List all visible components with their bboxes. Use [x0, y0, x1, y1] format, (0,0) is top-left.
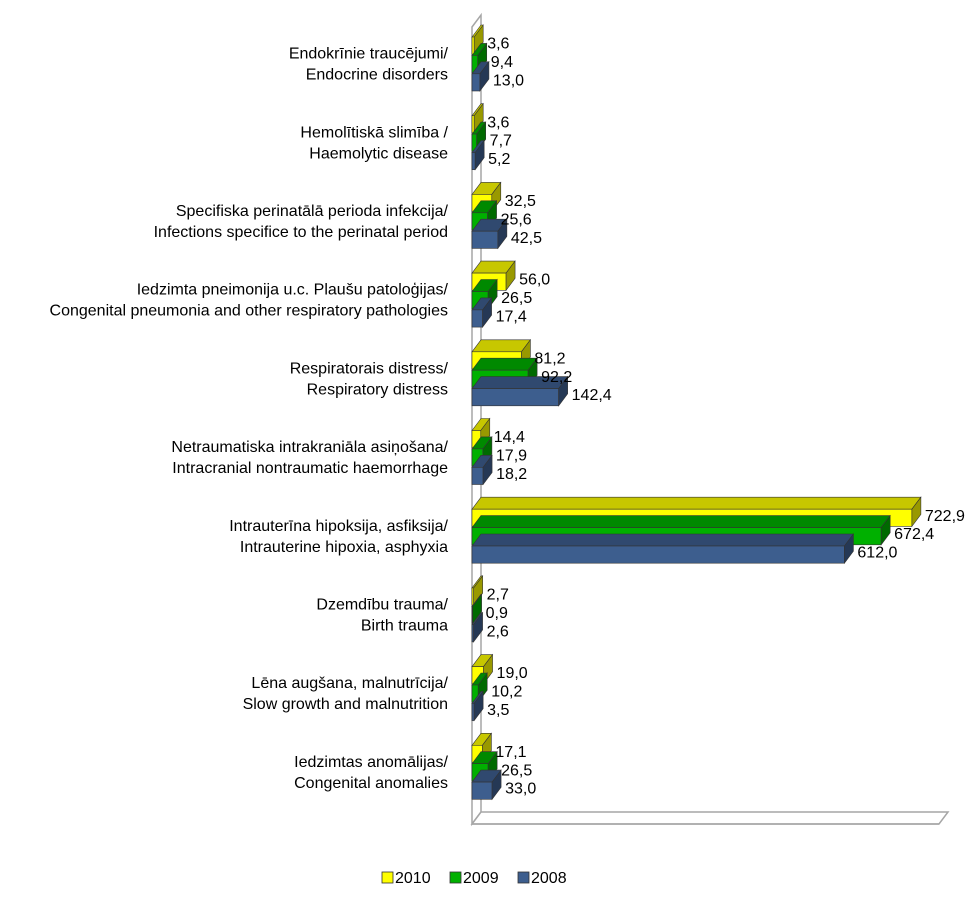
bar-end [473, 102, 484, 134]
chart-bars [471, 24, 922, 801]
bar [471, 230, 499, 249]
category-label: Iedzimta pneimonija u.c. Plaušu patoloģi… [50, 281, 449, 320]
bar-end [482, 454, 493, 486]
category-label: Specifiska perinatālā perioda infekcija/… [154, 203, 449, 241]
data-label: 56,0 [519, 272, 550, 289]
data-label: 32,5 [505, 193, 536, 210]
bar-top [471, 339, 532, 353]
data-label: 17,9 [496, 448, 527, 465]
legend: 2010 2009 2008 [381, 870, 567, 887]
bar-end [473, 24, 484, 56]
bar-end [473, 611, 483, 643]
bar [471, 36, 475, 55]
legend-item: 2008 [517, 870, 567, 887]
data-label: 2,6 [487, 623, 509, 640]
data-label: 10,2 [491, 684, 522, 701]
bar [471, 152, 476, 171]
data-label: 722,9 [925, 508, 965, 525]
bar [471, 545, 845, 564]
bar [471, 115, 475, 134]
legend-swatch [381, 871, 394, 884]
bar [471, 781, 493, 800]
bar-group [471, 260, 516, 329]
bar-group [471, 102, 487, 171]
data-label: 3,6 [487, 114, 509, 131]
bar [471, 466, 484, 485]
data-label: 142,4 [572, 387, 612, 404]
legend-item: 2010 [381, 870, 431, 887]
data-label: 3,5 [487, 702, 509, 719]
data-label: 81,2 [534, 350, 565, 367]
bar-group [471, 24, 490, 92]
bar-end [844, 533, 854, 565]
bar-end [482, 296, 492, 329]
data-label: 5,2 [488, 151, 510, 168]
data-label: 7,7 [490, 133, 512, 150]
legend-label: 2010 [395, 870, 431, 887]
bar-top [471, 357, 538, 371]
data-label: 25,6 [501, 211, 532, 228]
bar [471, 73, 481, 92]
category-label: Dzemdību trauma/Birth trauma [316, 597, 448, 635]
bar-top [471, 533, 855, 547]
bar-end [491, 769, 502, 801]
data-label: 14,4 [494, 429, 525, 446]
bar-end [479, 60, 490, 92]
bar-end [474, 139, 485, 171]
value-labels: 3,69,413,03,67,75,232,525,642,556,026,51… [486, 36, 965, 798]
data-label: 17,4 [496, 309, 527, 326]
bar-end [472, 593, 482, 625]
bar-end [497, 218, 508, 250]
bar [471, 703, 475, 721]
data-label: 42,5 [511, 230, 542, 247]
bar-group [471, 575, 484, 643]
bar-end [880, 514, 891, 546]
bar-group [471, 181, 508, 250]
data-label: 672,4 [894, 526, 934, 543]
bar [471, 388, 559, 407]
data-label: 18,2 [496, 466, 527, 483]
bar-end [473, 690, 484, 722]
legend-label: 2009 [463, 870, 499, 887]
data-label: 19,0 [497, 665, 528, 682]
data-label: 17,1 [495, 744, 526, 761]
bar-end [558, 375, 568, 407]
data-label: 612,0 [857, 545, 897, 562]
category-label: Iedzimtas anomālijas/Congenital anomalie… [294, 754, 448, 792]
data-label: 0,9 [486, 605, 508, 622]
bar [471, 309, 483, 328]
data-label: 13,0 [493, 72, 524, 89]
category-label: Lēna augšana, malnutrīcija/Slow growth a… [243, 675, 449, 713]
bar-group [471, 338, 569, 407]
bar-end [505, 260, 516, 292]
bar-group [471, 653, 494, 722]
legend-label: 2008 [531, 870, 567, 887]
data-label: 92,2 [541, 369, 572, 386]
bar-group [471, 496, 922, 565]
floor [470, 811, 950, 825]
data-label: 2,7 [487, 587, 509, 604]
category-label: Respiratorais distress/Respiratory distr… [290, 360, 449, 398]
bar-end [473, 575, 483, 606]
category-label: Endokrīnie traucējumi/Endocrine disorder… [289, 46, 449, 84]
legend-swatch [449, 871, 462, 884]
legend-item: 2009 [449, 870, 499, 887]
category-label: Hemolītiskā slimība / Haemolytic disease [300, 124, 448, 162]
data-label: 26,5 [501, 762, 532, 779]
bar-top [471, 515, 891, 528]
bar-group [471, 417, 493, 486]
data-label: 33,0 [505, 781, 536, 798]
bar-end [911, 496, 922, 528]
data-label: 26,5 [501, 290, 532, 307]
bar-group [471, 732, 502, 801]
data-label: 3,6 [487, 36, 509, 53]
data-label: 9,4 [491, 54, 513, 71]
category-label: Intrauterīna hipoksija, asfiksija/Intrau… [229, 518, 448, 556]
chart-walls [470, 12, 950, 827]
legend-swatch [517, 871, 530, 884]
category-label: Netraumatiska intrakraniāla asiņošana/In… [171, 439, 448, 477]
category-labels: Endokrīnie traucējumi/Endocrine disorder… [50, 46, 449, 792]
bar-top [471, 496, 922, 510]
